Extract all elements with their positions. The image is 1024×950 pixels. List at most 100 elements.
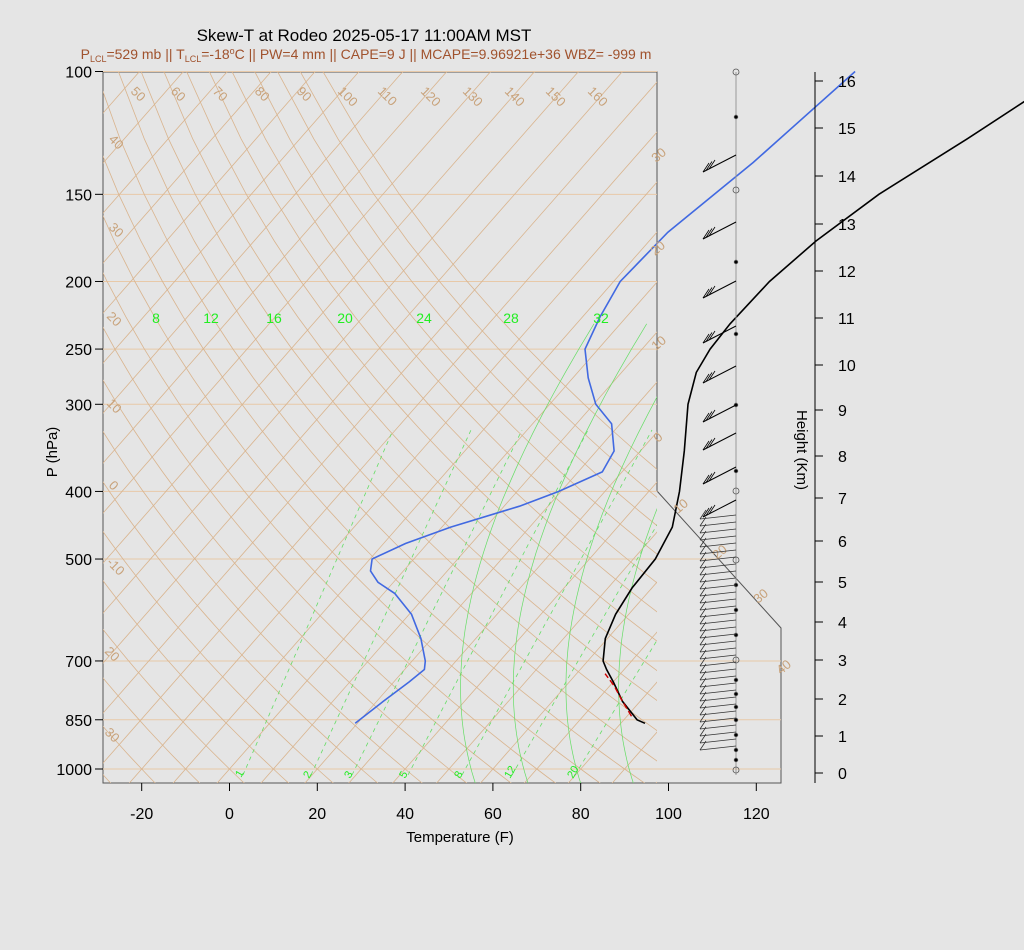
adiabat-label: 30 xyxy=(750,586,771,607)
wind-barb xyxy=(699,556,737,562)
dry-adiabat xyxy=(103,155,646,783)
dry-adiabat xyxy=(103,580,290,783)
isotherm-line xyxy=(260,331,657,783)
dry-adiabat xyxy=(103,677,201,783)
isotherm-label: 120 xyxy=(418,84,444,110)
adiabat-label: 0 xyxy=(650,429,665,445)
x-tick-label: 80 xyxy=(572,806,590,823)
moist-adiabat xyxy=(460,323,595,783)
isotherm-line xyxy=(611,731,657,783)
isotherm-line xyxy=(103,72,228,214)
wind-barb-flag xyxy=(702,229,710,240)
isotherm-line xyxy=(1007,72,1024,784)
wind-barb xyxy=(699,696,737,702)
isotherm-line xyxy=(103,131,657,764)
x-tick-label: -20 xyxy=(130,806,153,823)
wind-barb-flag xyxy=(699,523,707,534)
wind-barb-flag xyxy=(699,698,707,709)
wind-barb xyxy=(699,745,737,751)
wind-barb xyxy=(699,640,737,646)
isotherm-label: 110 xyxy=(375,84,400,109)
sounding-series xyxy=(354,70,1024,725)
wind-barb xyxy=(702,365,737,384)
wind-barb-flag xyxy=(699,712,707,723)
mixing-ratio-lines xyxy=(242,323,910,784)
dry-adiabat xyxy=(103,272,557,783)
wind-barb-flag xyxy=(702,288,710,299)
wind-barb-flag xyxy=(708,409,716,420)
dry-adiabat xyxy=(103,725,156,783)
mixing-ratio-labels-top: 8 12 16 20 24 28 32 xyxy=(152,310,609,326)
mixing-ratio-label: 28 xyxy=(503,310,519,326)
moist-adiabat xyxy=(813,324,910,784)
wind-barb xyxy=(702,154,737,173)
dry-adiabat xyxy=(186,72,657,642)
wind-barb-flag xyxy=(708,330,716,341)
mixing-ratio-label: 5 xyxy=(397,769,410,780)
height-tick-label: 14 xyxy=(838,169,856,186)
wind-barb-flag xyxy=(705,372,713,382)
dry-adiabat xyxy=(103,628,245,783)
y-tick-label: 700 xyxy=(65,654,92,671)
barb-dot xyxy=(733,732,739,738)
mixing-ratio-line xyxy=(574,639,657,776)
chart-title: Skew-T at Rodeo 2025-05-17 11:00AM MST xyxy=(197,26,532,45)
wind-barb xyxy=(699,703,737,709)
wind-barb xyxy=(699,654,737,660)
wind-barb xyxy=(702,404,737,423)
isotherm-line xyxy=(103,72,140,114)
wind-barb xyxy=(702,325,737,344)
wind-barb xyxy=(699,535,737,541)
wind-barb-flag xyxy=(705,506,713,516)
wind-barb xyxy=(702,499,737,518)
dry-adiabat xyxy=(300,72,657,498)
wind-barb xyxy=(699,577,737,583)
isotherm-label: 40 xyxy=(106,132,127,153)
barb-dot xyxy=(732,656,740,664)
height-axis-title: Height (Km) xyxy=(793,410,810,490)
adiabat-label: 10 xyxy=(648,333,669,354)
wind-barb xyxy=(699,717,737,723)
isotherm-line xyxy=(743,72,1024,784)
dry-adiabat xyxy=(277,72,657,527)
wind-barb xyxy=(699,738,737,744)
wind-barb-flag xyxy=(705,473,713,483)
wind-barb xyxy=(699,689,737,695)
wind-barb-flag xyxy=(705,287,713,297)
mixing-ratio-label: 2 xyxy=(301,769,314,780)
isotherm-line xyxy=(348,431,657,783)
height-tick-label: 1 xyxy=(838,729,847,746)
barb-dot xyxy=(733,468,739,474)
isotherm-line xyxy=(699,72,1024,784)
height-tick-label: 16 xyxy=(838,74,856,91)
wind-barb xyxy=(699,598,737,604)
barb-dot xyxy=(732,68,740,76)
height-tick-label: 10 xyxy=(838,358,856,375)
isotherm-label: 10 xyxy=(104,396,125,417)
mixing-ratio-label: 12 xyxy=(502,764,519,781)
wind-barb-flag xyxy=(699,726,707,737)
wind-barb-flag xyxy=(705,332,713,342)
wind-barb-flag xyxy=(699,558,707,569)
wind-barb-flag xyxy=(702,474,710,485)
mixing-ratio-line xyxy=(511,524,657,776)
isotherm-line xyxy=(963,72,1024,784)
wind-barb-flag xyxy=(702,507,710,518)
isotherm-label: 90 xyxy=(294,84,315,105)
wind-barb-flag xyxy=(699,642,707,653)
isotherm-label: 20 xyxy=(104,309,125,330)
dry-adiabat xyxy=(103,430,423,783)
y-tick-label: 250 xyxy=(65,342,92,359)
wind-barb xyxy=(699,514,737,520)
isobar-lines xyxy=(103,71,781,770)
isotherm-label: 0 xyxy=(106,478,122,494)
isotherm-line xyxy=(172,231,657,783)
wind-barb-flag xyxy=(699,684,707,695)
wind-barb xyxy=(699,542,737,548)
barb-dot xyxy=(732,766,740,774)
isotherm-line xyxy=(103,72,579,614)
wind-barb-flag xyxy=(699,551,707,562)
isotherm-line xyxy=(480,581,657,783)
dry-adiabat xyxy=(103,481,379,783)
barb-dot xyxy=(733,704,739,710)
